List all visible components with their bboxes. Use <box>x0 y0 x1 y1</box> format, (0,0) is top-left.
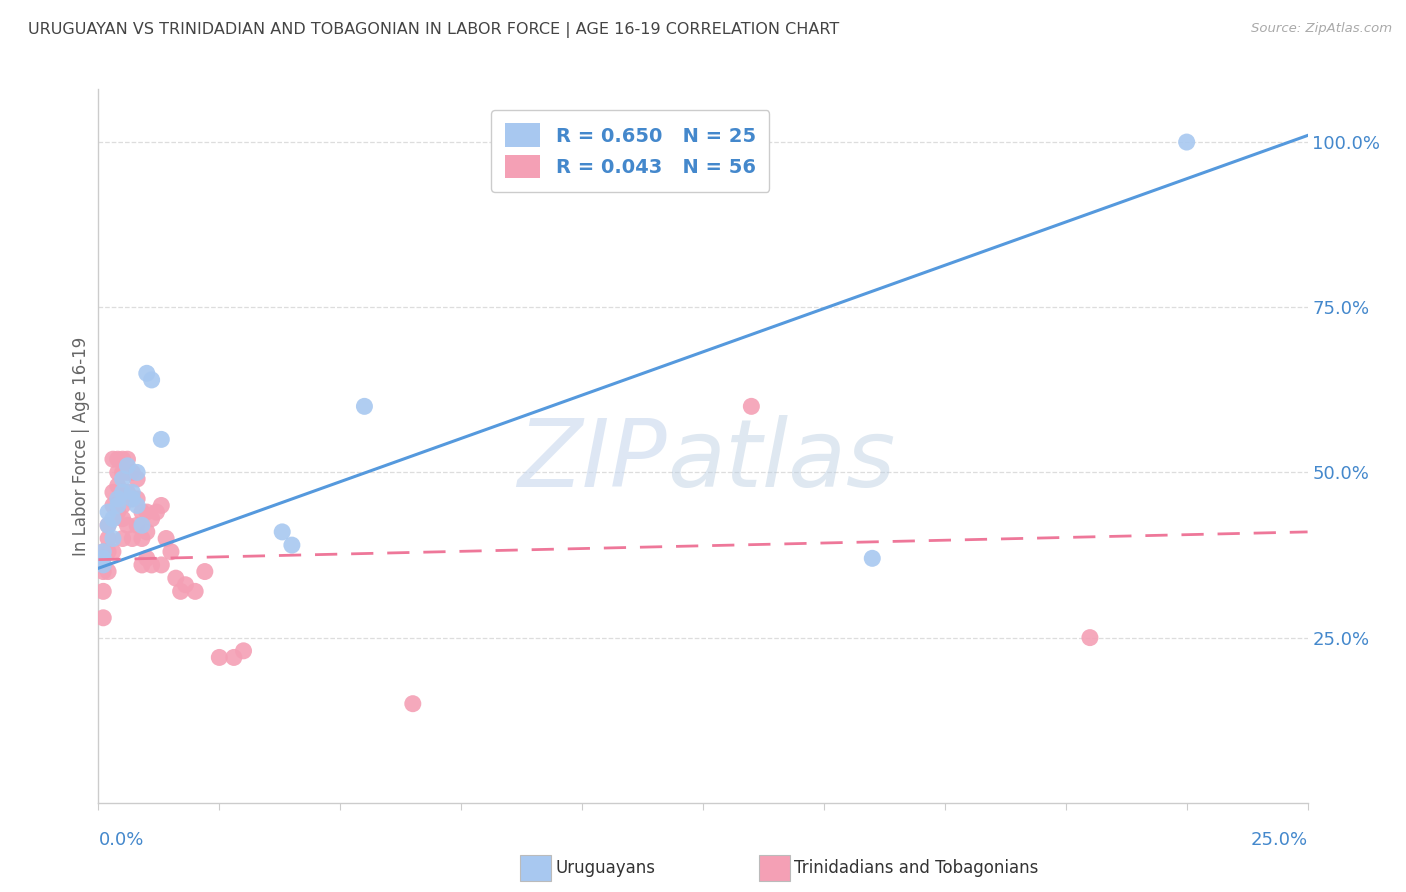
Point <box>117 518 139 533</box>
Point <box>111 499 134 513</box>
Point <box>107 478 129 492</box>
Point <box>135 551 157 566</box>
Legend: R = 0.650   N = 25, R = 0.043   N = 56: R = 0.650 N = 25, R = 0.043 N = 56 <box>492 110 769 192</box>
Point <box>101 532 124 546</box>
Point <box>111 511 134 525</box>
Point <box>107 466 129 480</box>
Point <box>135 505 157 519</box>
Point <box>141 373 163 387</box>
Point <box>117 458 139 473</box>
Point <box>127 499 149 513</box>
Point <box>169 584 191 599</box>
Point <box>150 433 173 447</box>
Point <box>860 551 883 566</box>
Text: Uruguayans: Uruguayans <box>555 859 655 877</box>
Text: atlas: atlas <box>666 415 896 506</box>
Point <box>91 551 114 566</box>
Point <box>127 466 149 480</box>
Text: URUGUAYAN VS TRINIDADIAN AND TOBAGONIAN IN LABOR FORCE | AGE 16-19 CORRELATION C: URUGUAYAN VS TRINIDADIAN AND TOBAGONIAN … <box>28 22 839 38</box>
Point <box>111 452 134 467</box>
Point <box>194 565 217 579</box>
Point <box>97 532 120 546</box>
Point <box>121 532 143 546</box>
Point <box>121 466 143 480</box>
Point <box>91 584 114 599</box>
Point <box>145 505 167 519</box>
Point <box>91 558 114 572</box>
Text: 25.0%: 25.0% <box>1250 831 1308 849</box>
Point <box>91 545 114 559</box>
Point <box>97 518 120 533</box>
Point <box>155 532 177 546</box>
Point <box>97 565 120 579</box>
Point <box>135 524 157 539</box>
Point <box>111 532 134 546</box>
Point <box>117 485 139 500</box>
Point <box>117 452 139 467</box>
Point <box>281 538 304 552</box>
Point <box>131 558 153 572</box>
Point <box>150 499 173 513</box>
Point <box>91 565 114 579</box>
Point <box>271 524 294 539</box>
Point <box>111 466 134 480</box>
Text: Source: ZipAtlas.com: Source: ZipAtlas.com <box>1251 22 1392 36</box>
Point <box>101 511 124 525</box>
Point <box>174 578 197 592</box>
Point <box>141 558 163 572</box>
Point <box>97 518 120 533</box>
Text: Trinidadians and Tobagonians: Trinidadians and Tobagonians <box>794 859 1039 877</box>
Point <box>107 499 129 513</box>
Point <box>111 472 134 486</box>
Point <box>208 650 231 665</box>
Point <box>150 558 173 572</box>
Text: 0.0%: 0.0% <box>98 831 143 849</box>
Point <box>127 491 149 506</box>
Point <box>107 452 129 467</box>
Point <box>91 545 114 559</box>
Point <box>97 505 120 519</box>
Point <box>135 367 157 381</box>
Point <box>111 485 134 500</box>
Point <box>222 650 245 665</box>
Point <box>353 400 375 414</box>
Point <box>184 584 207 599</box>
Point <box>232 644 254 658</box>
Point <box>160 545 183 559</box>
Point <box>101 452 124 467</box>
Point <box>101 485 124 500</box>
Point <box>131 532 153 546</box>
Point <box>165 571 187 585</box>
Point <box>107 505 129 519</box>
Point <box>107 491 129 506</box>
Point <box>127 518 149 533</box>
Point <box>1078 631 1101 645</box>
Point <box>1175 135 1198 149</box>
Text: ZIP: ZIP <box>517 415 666 506</box>
Point <box>91 558 114 572</box>
Point <box>101 499 124 513</box>
Point <box>121 491 143 506</box>
Point <box>740 400 762 414</box>
Point <box>121 491 143 506</box>
Y-axis label: In Labor Force | Age 16-19: In Labor Force | Age 16-19 <box>72 336 90 556</box>
Point <box>141 511 163 525</box>
Point <box>117 466 139 480</box>
Point <box>91 611 114 625</box>
Point <box>127 472 149 486</box>
Point <box>131 505 153 519</box>
Point <box>101 545 124 559</box>
Point <box>121 485 143 500</box>
Point <box>131 518 153 533</box>
Point <box>97 545 120 559</box>
Point <box>402 697 425 711</box>
